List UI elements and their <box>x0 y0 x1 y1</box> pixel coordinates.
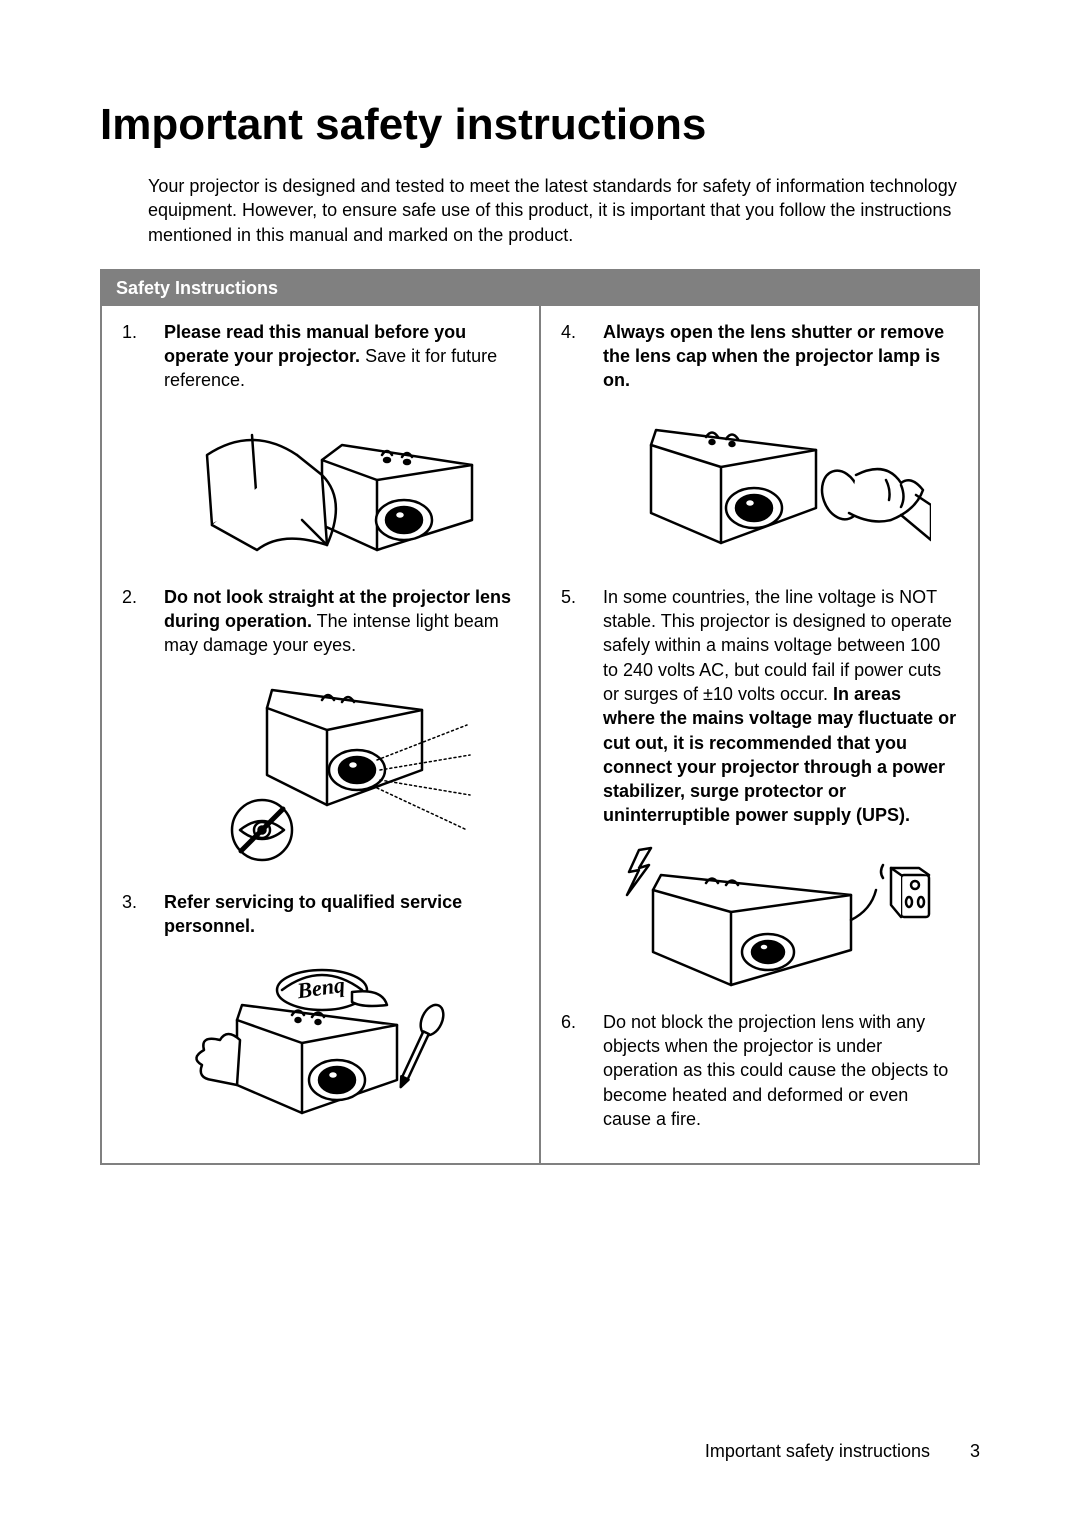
intro-paragraph: Your projector is designed and tested to… <box>148 174 980 247</box>
instruction-6: 6. Do not block the projection lens with… <box>561 1010 958 1131</box>
safety-box: Safety Instructions 1. Please read this … <box>100 269 980 1165</box>
footer-section: Important safety instructions <box>705 1441 930 1462</box>
item-text: Please read this manual before you opera… <box>164 320 519 393</box>
instruction-5: 5. In some countries, the line voltage i… <box>561 585 958 828</box>
item-number: 4. <box>561 320 603 393</box>
item-number: 3. <box>122 890 164 939</box>
item-text: Always open the lens shutter or remove t… <box>603 320 958 393</box>
item-bold: In areas where the mains voltage may flu… <box>603 684 956 825</box>
page-title: Important safety instructions <box>100 100 980 150</box>
instruction-3: 3. Refer servicing to qualified service … <box>122 890 519 939</box>
item-number: 6. <box>561 1010 603 1131</box>
instruction-1: 1. Please read this manual before you op… <box>122 320 519 393</box>
box-header: Safety Instructions <box>102 271 978 306</box>
instruction-2: 2. Do not look straight at the projector… <box>122 585 519 658</box>
illustration-lens-cap <box>603 405 958 565</box>
illustration-ups <box>603 840 958 990</box>
left-column: 1. Please read this manual before you op… <box>102 306 541 1163</box>
item-text: Do not look straight at the projector le… <box>164 585 519 658</box>
right-column: 4. Always open the lens shutter or remov… <box>541 306 978 1163</box>
item-number: 2. <box>122 585 164 658</box>
item-text: Do not block the projection lens with an… <box>603 1010 958 1131</box>
item-text: In some countries, the line voltage is N… <box>603 585 958 828</box>
columns: 1. Please read this manual before you op… <box>102 306 978 1163</box>
illustration-no-look <box>164 670 519 870</box>
page-footer: Important safety instructions 3 <box>705 1441 980 1462</box>
item-pre: Do not block the projection lens with an… <box>603 1012 948 1129</box>
footer-page-number: 3 <box>970 1441 980 1462</box>
illustration-service: Benq <box>164 950 519 1120</box>
item-number: 1. <box>122 320 164 393</box>
instruction-4: 4. Always open the lens shutter or remov… <box>561 320 958 393</box>
item-bold: Refer servicing to qualified service per… <box>164 892 462 936</box>
item-text: Refer servicing to qualified service per… <box>164 890 519 939</box>
illustration-manual-projector <box>164 405 519 565</box>
item-bold: Always open the lens shutter or remove t… <box>603 322 944 391</box>
item-number: 5. <box>561 585 603 828</box>
